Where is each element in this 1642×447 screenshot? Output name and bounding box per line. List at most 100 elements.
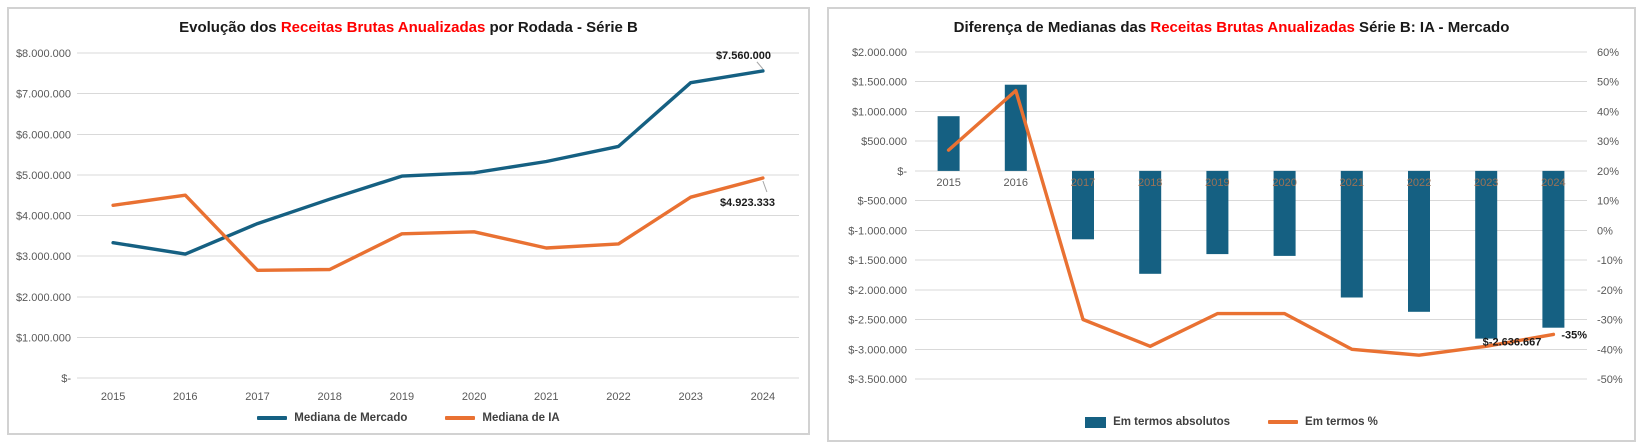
x-axis-year-label: 2019 — [1205, 177, 1229, 189]
left-axis-tick-label: $-1.500.000 — [848, 255, 907, 267]
x-axis-year-label: 2017 — [1071, 177, 1095, 189]
combo-chart-plot: $2.000.000 60% $1.500.000 50% $1.000.000 40% $… — [848, 47, 1623, 386]
x-axis-year-label: 2024 — [1541, 177, 1565, 189]
x-axis-year-label: 2022 — [606, 391, 630, 403]
series-line-1 — [111, 176, 765, 272]
legend-label: Em termos absolutos — [1113, 416, 1231, 428]
left-axis-tick-label: $-500.000 — [857, 196, 907, 208]
chart-panel-evolucao[interactable]: Evolução dos Receitas Brutas Anualizadas… — [7, 7, 810, 435]
y-axis-tick-label: $3.000.000 — [16, 251, 71, 263]
right-axis-tick-label: -30% — [1597, 315, 1623, 327]
left-axis-tick-label: $1.000.000 — [852, 106, 907, 118]
left-axis-tick-label: $-1.000.000 — [848, 225, 907, 237]
ia-line-swatch-icon — [445, 416, 476, 420]
right-axis-tick-label: -40% — [1597, 344, 1623, 356]
right-axis-tick-label: -50% — [1597, 374, 1623, 386]
gridlines — [77, 52, 799, 379]
legend-item-mercado: Mediana de Mercado — [257, 412, 407, 424]
mercado-line-swatch-icon — [257, 416, 288, 420]
x-axis-year-label: 2019 — [390, 391, 414, 403]
left-axis-tick-label: $-2.500.000 — [848, 315, 907, 327]
y-axis-tick-label: $- — [61, 373, 71, 385]
chart-title: Diferença de Medianas das Receitas Bruta… — [829, 19, 1634, 36]
y-axis-tick-label: $7.000.000 — [16, 89, 71, 101]
data-label-mercado-2024: $7.560.000 — [716, 50, 771, 62]
diff-bar-2019 — [1206, 170, 1229, 255]
left-axis-tick-label: $- — [897, 166, 907, 178]
left-axis-tick-label: $-3.000.000 — [848, 344, 907, 356]
x-axis-year-label: 2016 — [1004, 177, 1028, 189]
data-label-ia-2024: $4.923.333 — [720, 197, 775, 209]
y-axis-tick-label: $1.000.000 — [16, 332, 71, 344]
leader-line — [756, 61, 764, 70]
right-axis-tick-label: 30% — [1597, 136, 1619, 148]
x-axis-year-label: 2015 — [101, 391, 125, 403]
legend-label: Mediana de Mercado — [294, 412, 408, 424]
gridlines — [915, 51, 1587, 380]
x-axis-year-label: 2021 — [534, 391, 558, 403]
right-axis-tick-label: 50% — [1597, 77, 1619, 89]
legend-label: Mediana de IA — [482, 412, 560, 424]
data-label-line-2024: -35% — [1561, 329, 1587, 341]
y-axis-tick-label: $6.000.000 — [16, 129, 71, 141]
x-axis-year-label: 2016 — [173, 391, 197, 403]
title-segment: por Rodada - Série B — [485, 19, 638, 36]
x-axis-year-label: 2018 — [317, 391, 341, 403]
legend: Mediana de Mercado Mediana de IA — [9, 412, 808, 424]
y-axis-tick-label: $4.000.000 — [16, 211, 71, 223]
left-axis-tick-label: $2.000.000 — [852, 47, 907, 59]
legend-label: Em termos % — [1305, 416, 1378, 428]
right-axis-tick-label: 60% — [1597, 47, 1619, 59]
y-axis-tick-label: $2.000.000 — [16, 292, 71, 304]
title-segment: Diferença de Medianas das — [953, 19, 1151, 36]
x-axis-year-label: 2021 — [1340, 177, 1364, 189]
x-axis-year-label: 2017 — [245, 391, 269, 403]
y-axis-tick-label: $8.000.000 — [16, 48, 71, 60]
title-highlight: Receitas Brutas Anualizadas — [280, 19, 486, 36]
right-axis-tick-label: -10% — [1597, 255, 1623, 267]
legend-item-percent: Em termos % — [1268, 416, 1378, 428]
diff-bar-2015 — [937, 116, 960, 171]
legend: Em termos absolutos Em termos % — [829, 416, 1634, 428]
x-axis-year-label: 2020 — [1272, 177, 1296, 189]
left-axis-tick-label: $-2.000.000 — [848, 285, 907, 297]
diff-bar-2023 — [1475, 170, 1498, 339]
diff-bar-2018 — [1139, 170, 1162, 274]
right-axis-tick-label: -20% — [1597, 285, 1623, 297]
x-axis-year-label: 2024 — [751, 391, 775, 403]
right-axis-tick-label: 40% — [1597, 106, 1619, 118]
left-axis-tick-label: $500.000 — [861, 136, 907, 148]
x-axis-year-label: 2022 — [1407, 177, 1431, 189]
title-highlight: Receitas Brutas Anualizadas — [1150, 19, 1355, 36]
diff-bar-2020 — [1273, 170, 1296, 256]
x-axis-year-label: 2023 — [1474, 177, 1498, 189]
title-segment: Evolução dos — [179, 19, 281, 36]
diff-bar-2024 — [1542, 170, 1565, 328]
bar-swatch-icon — [1085, 416, 1107, 428]
percent-line — [946, 88, 1556, 357]
data-label-bar-2024: $-2.636.667 — [1483, 337, 1542, 349]
y-axis-tick-label: $5.000.000 — [16, 170, 71, 182]
series-line-0 — [111, 69, 765, 256]
bar-series — [937, 84, 1565, 339]
legend-item-absolutos: Em termos absolutos — [1085, 416, 1230, 428]
diff-bar-2022 — [1408, 170, 1430, 312]
x-axis-year-label: 2020 — [462, 391, 486, 403]
diff-bar-2021 — [1340, 170, 1363, 298]
diff-bar-2017 — [1072, 170, 1094, 240]
right-axis-tick-label: 10% — [1597, 196, 1619, 208]
left-axis-tick-label: $1.500.000 — [852, 77, 907, 89]
x-axis-year-label: 2015 — [936, 177, 960, 189]
right-axis-tick-label: 20% — [1597, 166, 1619, 178]
x-axis-year-label: 2023 — [678, 391, 702, 403]
percent-line-swatch-icon — [1268, 420, 1299, 424]
legend-item-ia: Mediana de IA — [445, 412, 560, 424]
x-axis-year-label: 2018 — [1138, 177, 1162, 189]
title-segment: Série B: IA - Mercado — [1354, 19, 1510, 36]
chart-panel-diferenca[interactable]: Diferença de Medianas das Receitas Bruta… — [827, 7, 1636, 442]
right-axis-tick-label: 0% — [1597, 225, 1613, 237]
chart-title: Evolução dos Receitas Brutas Anualizadas… — [9, 19, 808, 36]
line-chart-plot: $8.000.000 $7.000.000 $6.000.000 $5.000.000… — [16, 48, 799, 403]
left-axis-tick-label: $-3.500.000 — [848, 374, 907, 386]
